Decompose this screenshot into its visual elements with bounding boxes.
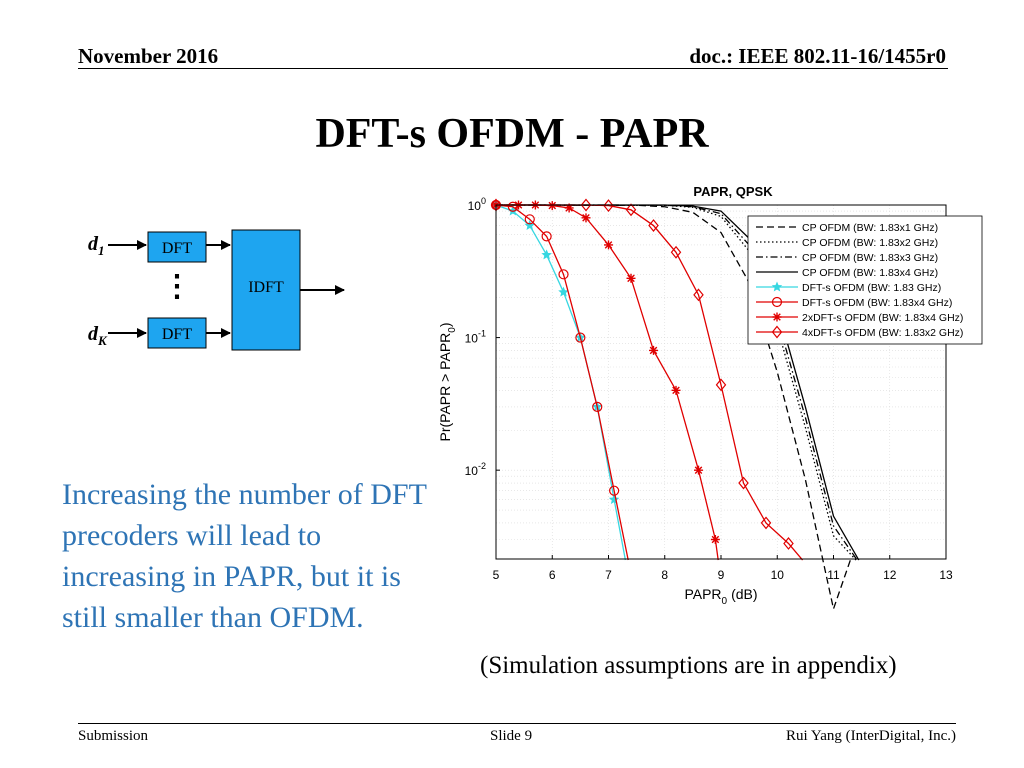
- dft-idft-block-diagram: d1 DFT ⋮ dK DFT IDFT: [88, 229, 345, 351]
- dft-bottom-label: DFT: [162, 326, 192, 343]
- dft-top-block: [147, 231, 207, 263]
- data-point-asterisk: [564, 203, 574, 213]
- data-point-circle: [575, 332, 586, 343]
- x-tick-label: 5: [493, 568, 500, 582]
- series-path: [495, 204, 629, 561]
- axis-ticks: 5 6 7 8 9 10 11 12 13 100 10-1 10-2: [465, 196, 953, 582]
- x-tick-label: 11: [827, 568, 840, 582]
- legend-entry: DFT-s OFDM (BW: 1.83 GHz): [802, 282, 941, 294]
- input-dk-label: dK: [88, 323, 108, 348]
- x-tick-label: 6: [549, 568, 556, 582]
- header-date: November 2016: [78, 44, 219, 68]
- legend-entry: CP OFDM (BW: 1.83x4 GHz): [802, 267, 938, 279]
- x-tick-label: 8: [661, 568, 668, 582]
- data-point-asterisk: [694, 465, 703, 475]
- footer-submission: Submission: [78, 728, 149, 744]
- data-point-diamond: [580, 198, 592, 212]
- data-point-star: [524, 219, 536, 231]
- y-tick-label: 10-1: [465, 329, 486, 346]
- data-point-diamond: [693, 288, 704, 302]
- data-point-circle: [558, 269, 569, 280]
- data-point-asterisk: [581, 213, 591, 223]
- papr-ccdf-chart: PAPR, QPSK 5 6 7 8 9 10 11 12 13 100 10-1 10-2 PAPR…: [437, 184, 983, 610]
- header-doc-id: doc.: IEEE 802.11-16/1455r0: [689, 44, 946, 68]
- data-point-circle: [771, 296, 783, 308]
- footer-author: Rui Yang (InterDigital, Inc.): [786, 728, 956, 744]
- legend-box: [747, 215, 983, 345]
- legend-entry: CP OFDM (BW: 1.83x3 GHz): [802, 252, 938, 264]
- data-point-diamond: [715, 378, 727, 392]
- data-point-diamond: [783, 537, 794, 550]
- x-axis-label: PAPR0 (dB): [684, 586, 757, 607]
- conclusion-text: Increasing the number of DFT precoders w…: [62, 478, 427, 634]
- x-tick-label: 9: [718, 568, 725, 582]
- x-tick-label: 7: [605, 568, 612, 582]
- data-point-diamond: [738, 476, 749, 490]
- data-point-asterisk: [649, 345, 658, 355]
- chart-title: PAPR, QPSK: [693, 184, 773, 199]
- data-point-circle: [609, 485, 620, 496]
- data-point-diamond: [670, 245, 682, 259]
- idft-block: [231, 229, 301, 351]
- data-point-asterisk: [626, 273, 636, 283]
- legend-entry: 2xDFT-s OFDM (BW: 1.83x4 GHz): [802, 312, 963, 324]
- legend: CP OFDM (BW: 1.83x1 GHz) CP OFDM (BW: 1.8…: [747, 215, 983, 345]
- data-point-diamond: [625, 203, 637, 217]
- data-point-diamond: [771, 325, 783, 339]
- x-tick-label: 10: [771, 568, 785, 582]
- footer-slide-number: Slide 9: [490, 728, 533, 744]
- data-point-asterisk: [772, 312, 782, 322]
- data-point-diamond: [603, 199, 614, 213]
- slide-title: DFT-s OFDM - PAPR: [315, 111, 709, 157]
- series-line: [495, 204, 851, 610]
- dft-bottom-block: [147, 317, 207, 349]
- ellipsis-dots: ⋮: [162, 270, 192, 303]
- data-point-diamond: [760, 516, 772, 530]
- data-point-asterisk: [710, 534, 720, 544]
- idft-label: IDFT: [248, 279, 284, 296]
- legend-entry: CP OFDM (BW: 1.83x2 GHz): [802, 237, 938, 249]
- legend-entry: CP OFDM (BW: 1.83x1 GHz): [802, 222, 938, 234]
- footer-divider: [78, 723, 956, 724]
- simulation-note: (Simulation assumptions are in appendix): [480, 652, 897, 679]
- data-point-star: [771, 281, 783, 292]
- data-point-circle: [592, 401, 603, 413]
- x-tick-label: 12: [883, 568, 897, 582]
- y-tick-label: 10-2: [465, 461, 486, 478]
- data-point-asterisk: [671, 385, 681, 395]
- series-path: [495, 204, 851, 610]
- data-point-circle: [524, 214, 535, 225]
- dft-top-label: DFT: [162, 240, 192, 257]
- y-tick-label: 100: [468, 196, 486, 213]
- data-point-diamond: [648, 219, 659, 232]
- data-point-circle: [541, 231, 552, 242]
- data-point-star: [558, 286, 569, 297]
- input-d1-label: d1: [88, 233, 105, 258]
- data-point-asterisk: [604, 240, 613, 250]
- y-axis-label: Pr(PAPR > PAPR0): [437, 322, 458, 441]
- data-point-star: [541, 249, 552, 260]
- legend-entry: 4xDFT-s OFDM (BW: 1.83x2 GHz): [802, 327, 963, 339]
- header-divider: [78, 68, 948, 69]
- x-tick-label: 13: [939, 568, 953, 582]
- legend-entry: DFT-s OFDM (BW: 1.83x4 GHz): [802, 297, 952, 309]
